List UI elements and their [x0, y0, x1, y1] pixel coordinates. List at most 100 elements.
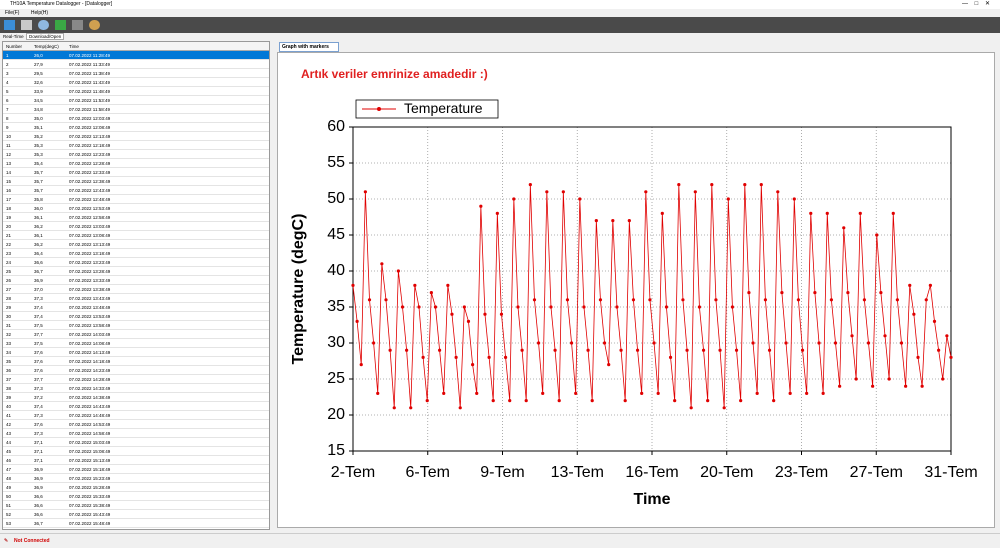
table-row[interactable]: 48 36,9 07.02.2022 15:23:49 — [3, 474, 269, 483]
table-row[interactable]: 42 37,6 07.02.2022 14:53:49 — [3, 420, 269, 429]
table-row[interactable]: 13 35,4 07.02.2022 12:28:49 — [3, 159, 269, 168]
table-row[interactable]: 33 37,5 07.02.2022 14:08:49 — [3, 339, 269, 348]
table-row[interactable]: 3 29,5 07.02.2022 11:38:49 — [3, 69, 269, 78]
table-row[interactable]: 50 36,6 07.02.2022 15:33:49 — [3, 492, 269, 501]
table-cell: 37,3 — [34, 431, 43, 436]
x-tick-label: 20-Tem — [700, 464, 753, 481]
marker — [532, 298, 537, 302]
table-cell: 07.02.2022 15:03:49 — [69, 440, 111, 445]
table-row[interactable]: 11 35,3 07.02.2022 12:18:49 — [3, 141, 269, 150]
table-row[interactable]: 17 35,8 07.02.2022 12:48:49 — [3, 195, 269, 204]
marker — [941, 377, 945, 381]
table-row[interactable]: 46 37,1 07.02.2022 15:13:49 — [3, 456, 269, 465]
table-row[interactable]: 14 35,7 07.02.2022 12:33:49 — [3, 168, 269, 177]
marker — [813, 291, 817, 295]
marker — [664, 305, 669, 309]
chart: Artık veriler emrinize amadedir :) 15 20 25… — [290, 67, 977, 508]
marker — [714, 298, 718, 302]
marker — [937, 348, 941, 352]
table-row[interactable]: 35 37,6 07.02.2022 14:18:49 — [3, 357, 269, 366]
table-row[interactable]: 52 36,6 07.02.2022 15:43:49 — [3, 510, 269, 519]
clock-button[interactable] — [38, 20, 49, 30]
table-row[interactable]: 1 26,0 07.02.2022 11:28:49 — [3, 51, 269, 60]
table-row[interactable]: 44 37,1 07.02.2022 15:03:49 — [3, 438, 269, 447]
graph-tab[interactable]: Graph with markers — [279, 42, 339, 52]
table-row[interactable]: 28 37,3 07.02.2022 13:43:49 — [3, 294, 269, 303]
table-cell: 37,3 — [34, 413, 43, 418]
marker — [483, 312, 487, 316]
tab[interactable]: Real-Time — [3, 34, 24, 39]
table-row[interactable]: 4 32,6 07.02.2022 11:43:49 — [3, 78, 269, 87]
table-row[interactable]: 7 34,8 07.02.2022 11:58:49 — [3, 105, 269, 114]
table-row[interactable]: 22 36,2 07.02.2022 13:13:49 — [3, 240, 269, 249]
table-cell: 07.02.2022 13:53:49 — [69, 314, 111, 319]
x-tick-label: 16-Tem — [625, 464, 678, 481]
marker — [920, 384, 924, 388]
table-row[interactable]: 39 37,2 07.02.2022 14:38:49 — [3, 393, 269, 402]
marker — [565, 298, 570, 302]
table-row[interactable]: 9 35,1 07.02.2022 12:08:49 — [3, 123, 269, 132]
table-row[interactable]: 2 27,9 07.02.2022 11:33:49 — [3, 60, 269, 69]
table-row[interactable]: 18 36,0 07.02.2022 12:53:49 — [3, 204, 269, 213]
tab-strip: Real-Time Download/Open — [0, 33, 275, 41]
table-cell: 07.02.2022 13:23:49 — [69, 260, 111, 265]
table-row[interactable]: 41 37,3 07.02.2022 14:48:49 — [3, 411, 269, 420]
marker — [747, 291, 751, 295]
table-row[interactable]: 37 37,7 07.02.2022 14:28:49 — [3, 375, 269, 384]
table-row[interactable]: 38 37,3 07.02.2022 14:33:49 — [3, 384, 269, 393]
marker — [751, 341, 755, 345]
marker — [656, 391, 660, 395]
window-controls[interactable]: — □ ✕ — [962, 1, 990, 7]
settings-button[interactable] — [72, 20, 83, 30]
table-row[interactable]: 43 37,3 07.02.2022 14:58:49 — [3, 429, 269, 438]
table-row[interactable]: 32 37,7 07.02.2022 14:03:49 — [3, 330, 269, 339]
menu-item[interactable]: Help(H) — [30, 10, 49, 16]
table-cell: 37,4 — [34, 314, 43, 319]
tab-active[interactable]: Download/Open — [26, 33, 65, 40]
table-row[interactable]: 51 36,6 07.02.2022 15:38:49 — [3, 501, 269, 510]
table-row[interactable]: 16 35,7 07.02.2022 12:43:49 — [3, 186, 269, 195]
marker — [479, 204, 483, 208]
table-cell: 6 — [6, 98, 9, 103]
table-row[interactable]: 47 36,9 07.02.2022 15:18:49 — [3, 465, 269, 474]
table-cell: 27,9 — [34, 62, 43, 67]
save-button[interactable] — [21, 20, 32, 30]
table-row[interactable]: 8 35,0 07.02.2022 12:03:49 — [3, 114, 269, 123]
table-row[interactable]: 5 33,9 07.02.2022 11:48:49 — [3, 87, 269, 96]
table-row[interactable]: 6 34,5 07.02.2022 11:53:49 — [3, 96, 269, 105]
table-row[interactable]: 24 36,6 07.02.2022 13:23:49 — [3, 258, 269, 267]
about-button[interactable] — [89, 20, 100, 30]
table-row[interactable]: 26 36,9 07.02.2022 13:33:49 — [3, 276, 269, 285]
table-row[interactable]: 36 37,6 07.02.2022 14:23:49 — [3, 366, 269, 375]
open-button[interactable] — [4, 20, 15, 30]
table-row[interactable]: 34 37,6 07.02.2022 14:13:49 — [3, 348, 269, 357]
table-row[interactable]: 49 36,9 07.02.2022 15:28:49 — [3, 483, 269, 492]
menu-item[interactable]: File(F) — [5, 10, 20, 16]
table-row[interactable]: 25 36,7 07.02.2022 13:28:49 — [3, 267, 269, 276]
table-cell: 07.02.2022 14:38:49 — [69, 395, 111, 400]
table-row[interactable]: 20 36,2 07.02.2022 13:03:49 — [3, 222, 269, 231]
table-header: Number Temp(degC) Time — [3, 42, 269, 51]
download-button[interactable] — [55, 20, 66, 30]
marker — [503, 355, 508, 359]
table-row[interactable]: 19 36,1 07.02.2022 12:58:49 — [3, 213, 269, 222]
marker — [949, 355, 953, 359]
table-row[interactable]: 12 35,3 07.02.2022 12:23:49 — [3, 150, 269, 159]
table-row[interactable]: 29 37,4 07.02.2022 13:48:49 — [3, 303, 269, 312]
table-row[interactable]: 45 37,1 07.02.2022 15:08:49 — [3, 447, 269, 456]
table-cell: 36,7 — [34, 269, 43, 274]
table-row[interactable]: 40 37,4 07.02.2022 14:43:49 — [3, 402, 269, 411]
marker — [784, 341, 788, 345]
table-row[interactable]: 31 37,5 07.02.2022 13:58:49 — [3, 321, 269, 330]
table-row[interactable]: 15 35,7 07.02.2022 12:38:49 — [3, 177, 269, 186]
table-row[interactable]: 30 37,4 07.02.2022 13:53:49 — [3, 312, 269, 321]
table-cell: 36,2 — [34, 242, 43, 247]
table-row[interactable]: 10 35,2 07.02.2022 12:13:49 — [3, 132, 269, 141]
table-row[interactable]: 27 37,0 07.02.2022 13:38:49 — [3, 285, 269, 294]
table-row[interactable]: 23 36,4 07.02.2022 13:18:49 — [3, 249, 269, 258]
marker — [899, 341, 904, 345]
marker — [668, 355, 673, 359]
table-row[interactable]: 21 36,1 07.02.2022 13:08:49 — [3, 231, 269, 240]
marker — [405, 348, 409, 352]
table-row[interactable]: 53 36,7 07.02.2022 15:48:49 — [3, 519, 269, 528]
